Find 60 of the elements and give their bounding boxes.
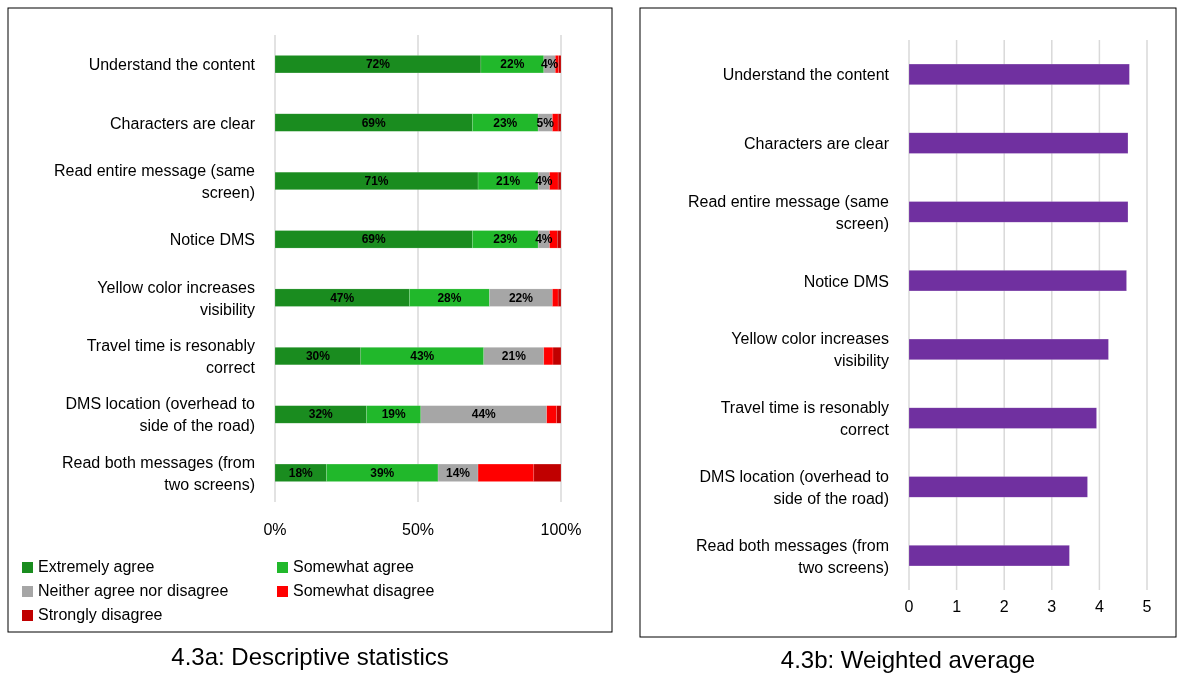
- data-label: 23%: [493, 232, 518, 247]
- data-label: 32%: [308, 407, 334, 422]
- y-tick-label: Notice DMS: [803, 272, 889, 290]
- y-tick-label: Read entire message (same screen): [54, 161, 256, 201]
- x-tick-label: 2: [999, 598, 1009, 615]
- x-tick-label: 0: [904, 598, 914, 615]
- data-label: 39%: [370, 465, 395, 480]
- bar: [908, 201, 1129, 223]
- bar: [908, 338, 1109, 360]
- bar: [908, 132, 1129, 154]
- data-label: 18%: [288, 465, 314, 480]
- y-tick-label: Read entire message (same screen): [688, 192, 890, 232]
- data-label: 30%: [305, 349, 331, 364]
- y-tick-label: DMS location (overhead to side of the road): [699, 467, 890, 507]
- x-tick-label: 1: [952, 598, 962, 615]
- data-label: 19%: [381, 407, 407, 422]
- data-label: 28%: [437, 290, 462, 305]
- data-label: 44%: [471, 407, 497, 422]
- legend-label: Strongly disagree: [38, 606, 163, 623]
- bar: [908, 270, 1127, 292]
- y-tick-label: Characters are clear: [744, 135, 890, 153]
- legend-label: Extremely agree: [38, 558, 155, 575]
- y-tick-label: Travel time is resonably correct: [720, 399, 890, 439]
- data-label: 72%: [365, 57, 391, 72]
- data-label: 71%: [364, 173, 389, 188]
- y-tick-label: Characters are clear: [110, 114, 256, 132]
- x-tick-label: 4: [1094, 598, 1104, 615]
- data-label: 23%: [493, 115, 518, 130]
- y-tick-label: Yellow color increases visibility: [731, 330, 889, 370]
- data-label: 22%: [508, 290, 534, 305]
- text: 4.3a: Descriptive statistics: [171, 643, 449, 670]
- bar: [908, 476, 1088, 498]
- legend-label: Neither agree nor disagree: [38, 582, 229, 599]
- y-tick-label: Read both messages (from two screens): [696, 536, 889, 576]
- x-tick-label: 0%: [263, 521, 287, 538]
- text: 4.3b: Weighted average: [780, 646, 1036, 673]
- x-tick-label: 50%: [401, 521, 435, 538]
- data-label: 22%: [500, 57, 525, 72]
- data-label: 14%: [446, 465, 471, 480]
- data-label: 21%: [496, 173, 521, 188]
- legend-label: Somewhat agree: [293, 558, 415, 575]
- x-tick-label: 5: [1142, 598, 1152, 615]
- legend-label: Somewhat disagree: [293, 582, 435, 599]
- y-tick-label: Understand the content: [88, 56, 256, 74]
- x-tick-label: 3: [1047, 598, 1057, 615]
- y-tick-label: Notice DMS: [169, 231, 255, 249]
- y-tick-label: Read both messages (from two screens): [62, 453, 255, 493]
- data-label: 69%: [361, 232, 386, 247]
- bar: [908, 407, 1097, 429]
- data-label: 69%: [361, 115, 386, 130]
- y-tick-label: DMS location (overhead to side of the road): [65, 395, 256, 435]
- bar: [908, 545, 1070, 567]
- y-tick-label: Understand the content: [722, 66, 890, 84]
- data-label: 21%: [501, 349, 527, 364]
- y-tick-label: Yellow color increases visibility: [97, 278, 255, 318]
- bar: [908, 63, 1130, 85]
- y-tick-label: Travel time is resonably correct: [86, 337, 256, 377]
- data-label: 47%: [330, 290, 355, 305]
- data-label: 43%: [410, 349, 435, 364]
- x-tick-label: 100%: [540, 521, 582, 538]
